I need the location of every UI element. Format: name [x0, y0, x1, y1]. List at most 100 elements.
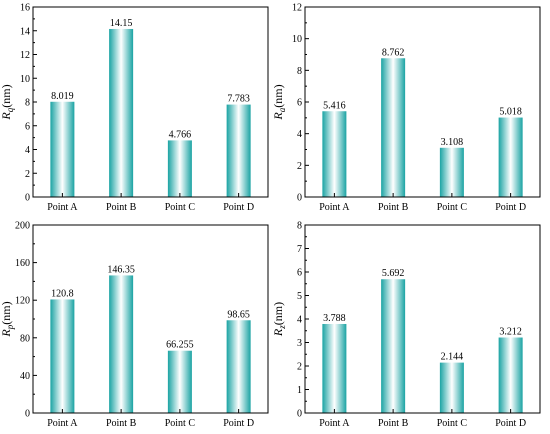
y-axis-label: Rz(nm): [271, 302, 287, 337]
y-tick-label: 2: [297, 362, 302, 373]
y-tick-label: 0: [25, 409, 30, 420]
chart-panel-3: 120.8 146.35 66.255 98.65 0 40 80 120 160 200 Poin…: [0, 221, 269, 429]
bar-point-b: [381, 58, 406, 197]
y-tick-label: 2: [297, 161, 302, 172]
y-tick-label: 12: [292, 3, 302, 14]
data-label: 66.255: [166, 340, 194, 351]
y-tick-label: 10: [292, 34, 302, 45]
x-tick-label: Point C: [437, 202, 468, 213]
bar-point-a: [322, 111, 347, 197]
data-label: 4.766: [169, 129, 192, 140]
x-tick-label: Point D: [223, 418, 254, 429]
bar-point-b: [381, 279, 406, 413]
y-tick-label: 3: [297, 338, 302, 349]
y-tick-label: 80: [20, 333, 30, 344]
x-tick-label: Point A: [47, 202, 78, 213]
x-tick-label: Point C: [165, 202, 196, 213]
bar-point-d: [226, 320, 251, 413]
data-label: 98.65: [227, 309, 250, 320]
y-axis-subscript: q: [5, 107, 15, 112]
x-tick-label: Point A: [319, 418, 350, 429]
x-tick-label: Point B: [106, 418, 137, 429]
chart-panel-2: 5.416 8.762 3.108 5.018 0 2 4 6 8 10 12 Point A Poin…: [271, 3, 541, 213]
y-axis-symbol: R: [271, 328, 285, 337]
y-tick-label: 12: [20, 50, 30, 61]
y-tick-label: 16: [20, 3, 30, 14]
y-tick-label: 120: [15, 296, 30, 307]
bar-point-c: [167, 350, 192, 413]
y-tick-label: 0: [297, 409, 302, 420]
y-axis-unit: (nm): [0, 301, 13, 324]
data-label: 5.416: [323, 100, 346, 111]
bar-point-a: [322, 323, 347, 413]
y-axis-symbol: R: [0, 112, 13, 121]
x-tick-label: Point B: [378, 418, 409, 429]
data-label: 2.144: [441, 352, 464, 363]
bar-point-d: [498, 117, 523, 197]
y-tick-label: 4: [25, 145, 30, 156]
x-tick-label: Point A: [319, 202, 350, 213]
y-tick-label: 40: [20, 371, 30, 382]
y-tick-label: 7: [297, 244, 302, 255]
bar-point-d: [226, 104, 251, 197]
data-label: 7.783: [227, 94, 250, 105]
bar-point-a: [50, 101, 75, 197]
x-tick-label: Point B: [106, 202, 137, 213]
bar-point-c: [167, 140, 192, 197]
y-axis-unit: (nm): [271, 84, 285, 107]
y-axis-label: Rp(nm): [0, 301, 15, 337]
data-label: 3.212: [499, 327, 522, 338]
bar-point-b: [109, 28, 134, 197]
y-tick-label: 6: [25, 121, 30, 132]
y-axis-symbol: R: [271, 112, 285, 121]
x-tick-label: Point D: [223, 202, 254, 213]
y-axis-unit: (nm): [271, 302, 285, 325]
bar-point-a: [50, 299, 75, 413]
y-tick-label: 0: [25, 193, 30, 204]
chart-panel-1: 8.019 14.15 4.766 7.783 0 2 4 6 8 10 12 14 16 Point A…: [0, 3, 269, 213]
y-tick-label: 4: [297, 315, 302, 326]
y-tick-label: 2: [25, 169, 30, 180]
y-axis-label: Ra(nm): [271, 84, 287, 120]
y-tick-label: 160: [15, 258, 30, 269]
data-label: 3.788: [323, 313, 346, 324]
y-tick-label: 200: [15, 221, 30, 232]
y-axis-subscript: p: [5, 324, 15, 330]
bar-point-d: [498, 337, 523, 413]
x-tick-label: Point C: [437, 418, 468, 429]
y-tick-label: 6: [297, 268, 302, 279]
y-axis-label: Rq(nm): [0, 84, 15, 120]
x-tick-label: Point D: [495, 418, 526, 429]
y-tick-label: 6: [297, 98, 302, 109]
data-label: 8.762: [382, 47, 405, 58]
y-tick-label: 8: [25, 98, 30, 109]
x-tick-label: Point B: [378, 202, 409, 213]
y-tick-label: 8: [297, 221, 302, 232]
y-tick-label: 1: [297, 385, 302, 396]
x-tick-label: Point C: [165, 418, 196, 429]
y-axis-subscript: a: [277, 107, 287, 112]
y-axis-symbol: R: [0, 329, 13, 338]
y-tick-label: 5: [297, 291, 302, 302]
data-label: 146.35: [107, 264, 135, 275]
y-axis-subscript: z: [277, 325, 287, 330]
bar-point-b: [109, 275, 134, 413]
y-tick-label: 8: [297, 66, 302, 77]
data-label: 5.018: [499, 107, 522, 118]
y-tick-label: 14: [20, 26, 30, 37]
data-label: 3.108: [441, 137, 464, 148]
data-label: 14.15: [110, 18, 133, 29]
y-axis-unit: (nm): [0, 84, 13, 107]
data-label: 5.692: [382, 268, 405, 279]
y-tick-label: 0: [297, 193, 302, 204]
bar-point-c: [439, 147, 464, 197]
x-tick-label: Point A: [47, 418, 78, 429]
data-label: 120.8: [51, 288, 74, 299]
bar-point-c: [439, 362, 464, 413]
y-tick-label: 4: [297, 129, 302, 140]
chart-panel-4: 3.788 5.692 2.144 3.212 0 1 2 3 4 5 6 7 8 Point A Poin…: [271, 221, 541, 429]
y-tick-label: 10: [20, 74, 30, 85]
x-tick-label: Point D: [495, 202, 526, 213]
data-label: 8.019: [51, 91, 74, 102]
